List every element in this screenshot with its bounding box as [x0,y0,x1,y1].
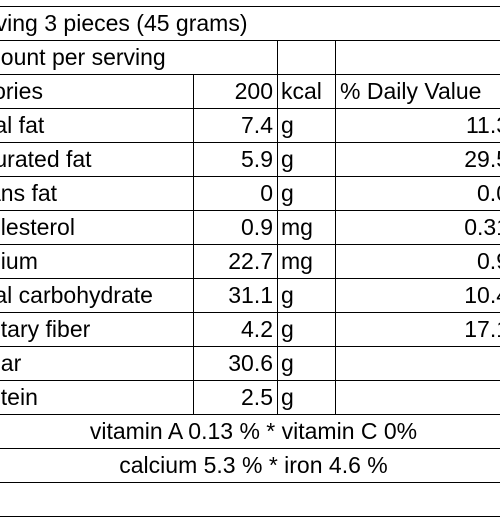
nutrient-name: turated fat [0,143,194,177]
nutrient-row: ans fat 0 g 0.0 [0,177,500,211]
minerals-row: calcium 5.3 % * iron 4.6 % [0,449,500,483]
nutrient-unit: mg [278,211,336,245]
amount-per-serving-text: nount per serving [0,41,278,75]
calories-label: lories [0,75,194,109]
nutrition-table: rving 3 pieces (45 grams) nount per serv… [0,6,500,517]
nutrient-row: tal fat 7.4 g 11.3 [0,109,500,143]
nutrient-daily-value [336,381,500,415]
minerals-text: calcium 5.3 % * iron 4.6 % [0,449,500,483]
nutrient-unit: g [278,347,336,381]
nutrient-name: otein [0,381,194,415]
empty-cell [278,41,336,75]
serving-size-row: rving 3 pieces (45 grams) [0,7,500,41]
nutrient-row: tal carbohydrate 31.1 g 10.4 [0,279,500,313]
nutrient-daily-value: 29.5 [336,143,500,177]
empty-cell [336,41,500,75]
nutrient-amount: 0 [194,177,278,211]
vitamins-row: vitamin A 0.13 % * vitamin C 0% [0,415,500,449]
calories-row: lories 200 kcal % Daily Value [0,75,500,109]
nutrient-row: gar 30.6 g [0,347,500,381]
calories-value: 200 [194,75,278,109]
nutrient-unit: mg [278,245,336,279]
nutrient-name: tal fat [0,109,194,143]
nutrient-name: dium [0,245,194,279]
nutrient-daily-value: 0.0 [336,177,500,211]
nutrient-amount: 7.4 [194,109,278,143]
calories-unit: kcal [278,75,336,109]
nutrient-unit: g [278,279,336,313]
nutrient-amount: 0.9 [194,211,278,245]
nutrient-unit: g [278,109,336,143]
nutrient-unit: g [278,313,336,347]
nutrient-row: turated fat 5.9 g 29.5 [0,143,500,177]
nutrient-amount: 30.6 [194,347,278,381]
nutrient-daily-value: 17.1 [336,313,500,347]
nutrient-daily-value: 0.31 [336,211,500,245]
vitamins-text: vitamin A 0.13 % * vitamin C 0% [0,415,500,449]
nutrient-daily-value: 10.4 [336,279,500,313]
nutrient-amount: 2.5 [194,381,278,415]
nutrient-daily-value: 11.3 [336,109,500,143]
nutrient-name: etary fiber [0,313,194,347]
serving-size-text: rving 3 pieces (45 grams) [0,7,500,41]
nutrient-name: olesterol [0,211,194,245]
nutrient-unit: g [278,143,336,177]
nutrition-facts-panel: rving 3 pieces (45 grams) nount per serv… [0,6,500,517]
nutrient-unit: g [278,177,336,211]
nutrient-amount: 22.7 [194,245,278,279]
nutrient-unit: g [278,381,336,415]
nutrient-row: olesterol 0.9 mg 0.31 [0,211,500,245]
nutrient-row: otein 2.5 g [0,381,500,415]
nutrient-daily-value [336,347,500,381]
nutrient-amount: 31.1 [194,279,278,313]
nutrient-row: etary fiber 4.2 g 17.1 [0,313,500,347]
nutrient-amount: 5.9 [194,143,278,177]
nutrient-amount: 4.2 [194,313,278,347]
nutrient-name: tal carbohydrate [0,279,194,313]
amount-per-serving-row: nount per serving [0,41,500,75]
daily-value-header: % Daily Value [336,75,500,109]
nutrient-name: ans fat [0,177,194,211]
nutrient-daily-value: 0.9 [336,245,500,279]
nutrient-name: gar [0,347,194,381]
nutrient-row: dium 22.7 mg 0.9 [0,245,500,279]
